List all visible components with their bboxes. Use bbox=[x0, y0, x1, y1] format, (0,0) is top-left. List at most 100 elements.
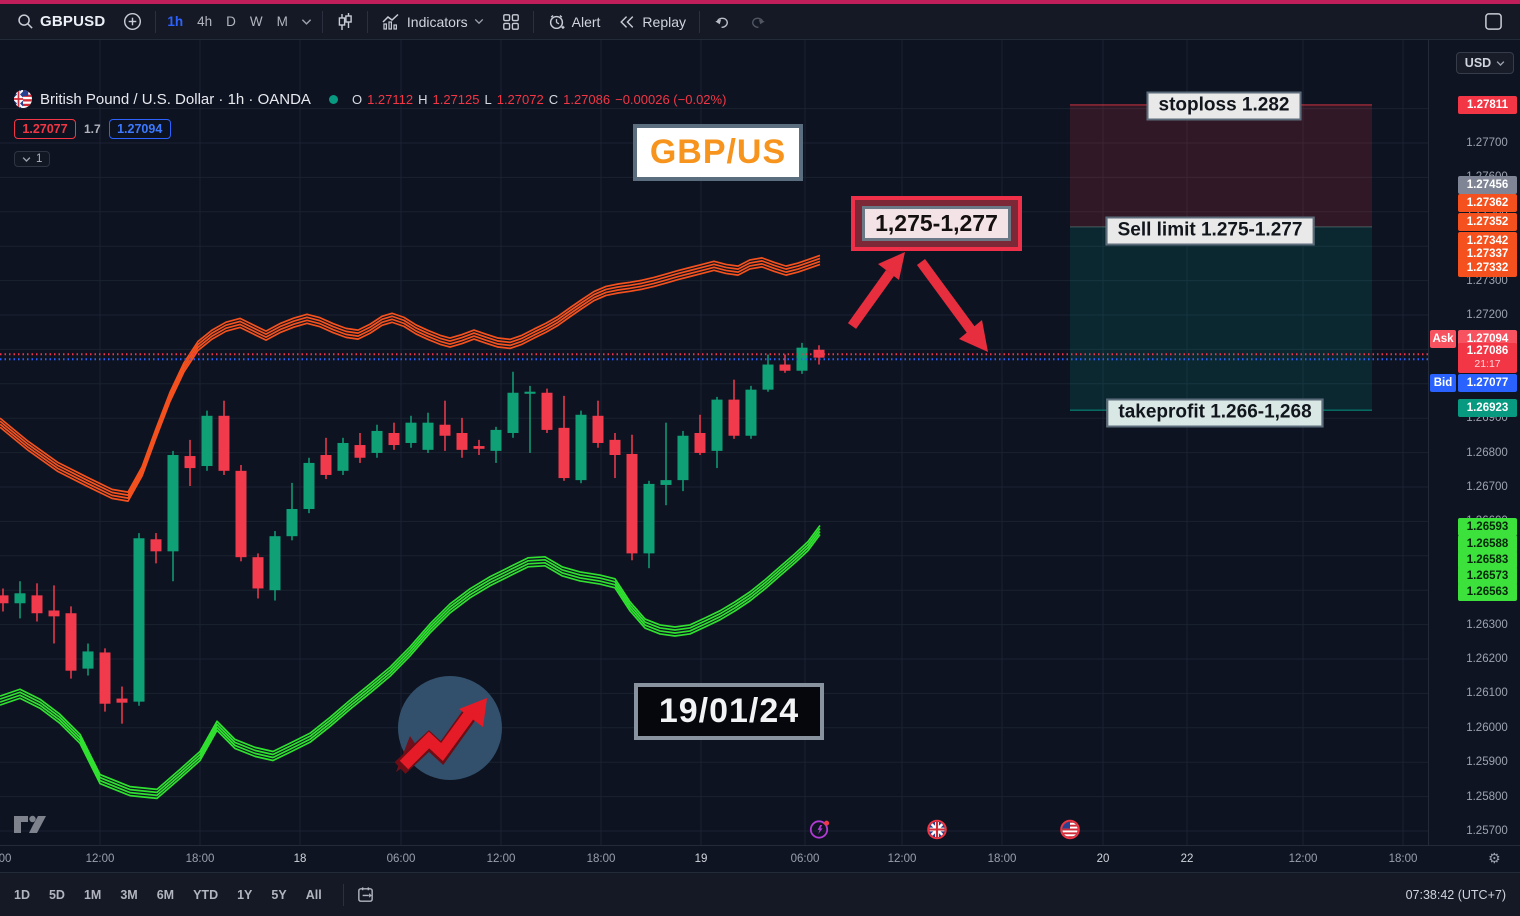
candle-down bbox=[150, 533, 162, 564]
time-axis[interactable]: ⚙ 00 12:00 18:00 18 06:00 12:00 18:00 19 06:00 12… bbox=[0, 845, 1520, 872]
range-button-6m[interactable]: 6M bbox=[156, 887, 175, 902]
price-tick: 1.26000 bbox=[1466, 721, 1508, 734]
timeframe-1h[interactable]: 1h bbox=[167, 14, 184, 29]
redo-icon bbox=[749, 14, 767, 30]
chart-style-button[interactable] bbox=[327, 8, 363, 36]
redo-button[interactable] bbox=[740, 8, 776, 36]
time-tick: 12:00 bbox=[887, 853, 917, 865]
candle-up bbox=[745, 385, 757, 439]
session-clock[interactable]: 07:38:42 (UTC+7) bbox=[1405, 887, 1506, 902]
price-tick: 1.27300 bbox=[1466, 274, 1508, 287]
timeframe-w[interactable]: W bbox=[249, 14, 263, 29]
uk-economic-event-icon[interactable] bbox=[926, 818, 949, 845]
candle-up bbox=[405, 415, 417, 448]
go-to-date-icon[interactable] bbox=[356, 885, 375, 904]
indicators-button[interactable]: Indicators bbox=[372, 8, 493, 36]
candle-down bbox=[252, 553, 264, 599]
entry-range-drawing[interactable]: 1,275-1,277 bbox=[851, 196, 1022, 251]
us-economic-event-icon[interactable] bbox=[1059, 818, 1082, 845]
takeprofit-label[interactable]: takeprofit 1.266-1,268 bbox=[1106, 398, 1324, 428]
alarm-clock-icon bbox=[547, 12, 566, 31]
gbpusd-flag-icon bbox=[14, 90, 32, 108]
range-button-1m[interactable]: 1M bbox=[83, 887, 102, 902]
earnings-event-icon[interactable] bbox=[808, 818, 832, 846]
indicators-chevron-icon bbox=[474, 18, 484, 25]
indicator-templates-button[interactable] bbox=[493, 8, 529, 36]
candle-up bbox=[507, 371, 519, 438]
price-label-1.26593: 1.26593 bbox=[1458, 518, 1517, 536]
undo-icon bbox=[713, 14, 731, 30]
price-tick: 1.26700 bbox=[1466, 481, 1508, 493]
market-status-dot[interactable] bbox=[328, 94, 338, 104]
price-tick: 1.25900 bbox=[1466, 756, 1508, 769]
candle-down bbox=[99, 648, 111, 712]
candle-down bbox=[626, 434, 638, 561]
symbol-search-button[interactable]: GBPUSD bbox=[8, 8, 114, 36]
range-button-5y[interactable]: 5Y bbox=[271, 887, 287, 902]
time-tick: 06:00 bbox=[386, 853, 416, 865]
replay-button[interactable]: Replay bbox=[609, 8, 695, 36]
timeframe-dropdown-chevron-icon[interactable] bbox=[295, 18, 318, 26]
price-tick: 1.26200 bbox=[1466, 653, 1508, 665]
time-tick: 12:00 bbox=[486, 853, 516, 865]
ma-ribbon-lower bbox=[0, 530, 821, 797]
chart-canvas[interactable] bbox=[0, 40, 1428, 845]
price-axis[interactable]: USD 1.278001.277001.276001.275001.274001… bbox=[1428, 40, 1520, 845]
range-button-1d[interactable]: 1D bbox=[14, 887, 30, 902]
undo-button[interactable] bbox=[704, 8, 740, 36]
time-tick: 18:00 bbox=[586, 853, 616, 865]
range-button-3m[interactable]: 3M bbox=[120, 887, 138, 902]
close-value: 1.27086 bbox=[563, 91, 611, 107]
time-tick: 18 bbox=[293, 853, 307, 865]
price-tick: 1.25800 bbox=[1466, 790, 1508, 803]
price-label-1.27811: 1.27811 bbox=[1458, 96, 1517, 114]
date-text-drawing[interactable]: 19/01/24 bbox=[634, 683, 824, 740]
price-tick: 1.27700 bbox=[1466, 137, 1508, 149]
alert-label: Alert bbox=[571, 13, 601, 30]
currency-selector[interactable]: USD bbox=[1456, 52, 1514, 74]
recording-border-strip bbox=[0, 0, 1520, 4]
compare-add-button[interactable] bbox=[114, 8, 151, 36]
indicator-collapse-button[interactable]: 1 bbox=[14, 151, 51, 167]
candlestick-style-icon bbox=[336, 12, 354, 32]
price-tick: 1.25700 bbox=[1466, 825, 1508, 837]
timeframe-m[interactable]: M bbox=[276, 14, 288, 29]
toolbar-separator bbox=[532, 10, 534, 33]
ma-ribbon-upper bbox=[0, 254, 821, 493]
ask-tag: Ask bbox=[1430, 330, 1456, 348]
bid-button[interactable]: 1.27077 bbox=[14, 119, 76, 139]
trend-logo-arrowhead bbox=[459, 698, 487, 727]
entry-range-text: 1,275-1,277 bbox=[875, 210, 998, 236]
fullscreen-button[interactable] bbox=[1475, 8, 1512, 36]
chart-pane[interactable]: British Pound / U.S. Dollar · 1h · OANDA… bbox=[0, 40, 1428, 845]
ma-ribbon-lower bbox=[0, 533, 821, 800]
ask-button[interactable]: 1.27094 bbox=[108, 119, 171, 139]
range-button-all[interactable]: All bbox=[305, 887, 322, 902]
plus-circle-icon bbox=[123, 12, 142, 31]
time-tick: 18:00 bbox=[1388, 853, 1418, 865]
search-icon bbox=[17, 13, 34, 30]
ma-ribbon-upper bbox=[0, 263, 821, 502]
range-button-ytd[interactable]: YTD bbox=[193, 887, 219, 902]
candle-up bbox=[201, 410, 213, 471]
price-label-1.26573: 1.26573 bbox=[1458, 567, 1517, 585]
symbol-title[interactable]: British Pound / U.S. Dollar · 1h · OANDA bbox=[40, 90, 311, 108]
sell-limit-label[interactable]: Sell limit 1.275-1.277 bbox=[1105, 216, 1315, 246]
gear-icon[interactable]: ⚙ bbox=[1488, 851, 1501, 867]
spread-value: 1.7 bbox=[84, 122, 101, 136]
pair-text-drawing[interactable]: GBP/US bbox=[633, 124, 803, 181]
alert-button[interactable]: Alert bbox=[538, 8, 610, 36]
timeframe-d[interactable]: D bbox=[226, 14, 236, 29]
window-frame-icon bbox=[1484, 12, 1503, 31]
candle-up bbox=[422, 412, 434, 453]
bottom-separator bbox=[342, 883, 344, 906]
ohlc-values: O 1.27112 H 1.27125 L 1.27072 C 1.27086 −0.0… bbox=[351, 91, 727, 107]
candle-down bbox=[728, 379, 740, 439]
range-button-5d[interactable]: 5D bbox=[48, 887, 65, 902]
timeframe-4h[interactable]: 4h bbox=[197, 14, 213, 29]
candle-down bbox=[473, 439, 485, 456]
stoploss-label[interactable]: stoploss 1.282 bbox=[1146, 91, 1302, 121]
candle-up bbox=[337, 437, 349, 475]
time-tick: 20 bbox=[1096, 853, 1110, 865]
range-button-1y[interactable]: 1Y bbox=[237, 887, 253, 902]
